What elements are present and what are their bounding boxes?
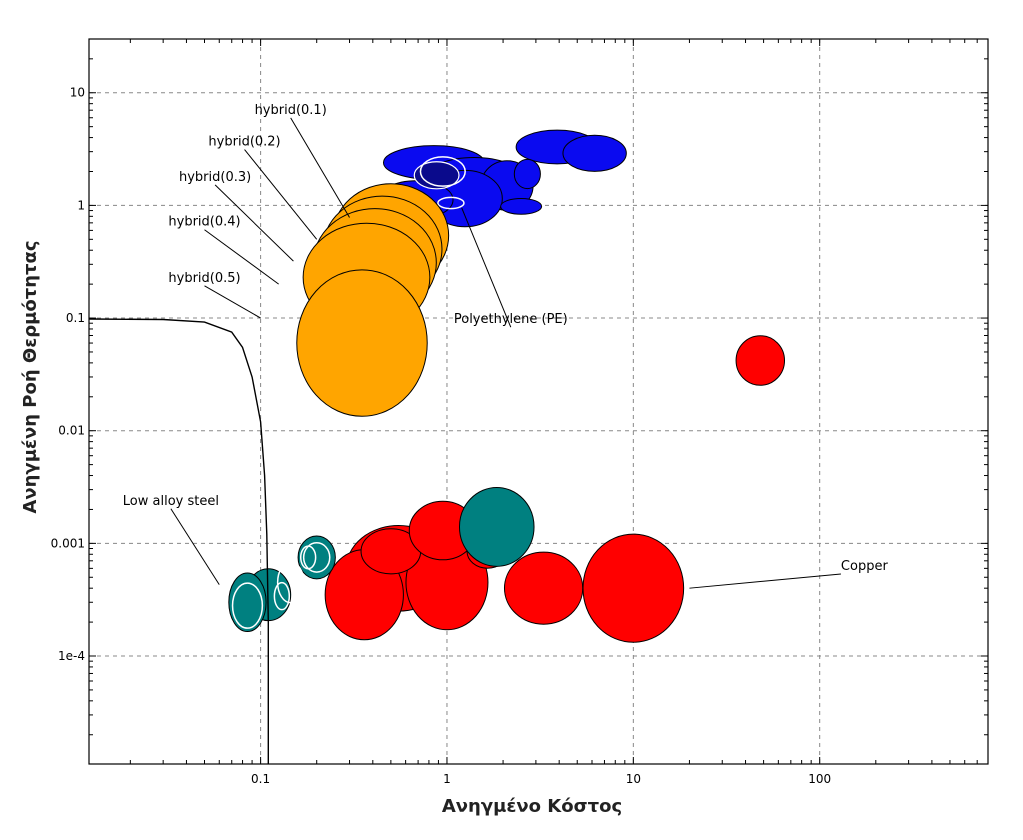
y-axis-title: Ανηγμένη Ροή Θερμότητας [20,240,41,513]
annotation-leader-low-alloy-steel [170,508,220,585]
y-tick-label: 10 [70,86,85,100]
x-tick-label: 10 [626,772,641,786]
low-alloy-steel-bubble-outline [273,581,291,611]
polymers-bubble [500,198,543,215]
x-tick-label: 100 [808,772,831,786]
annotations: hybrid(0.1) hybrid(0.2) hybrid(0.3) hybrid(… [123,103,889,589]
annotation-label-hybrid-0-3: hybrid(0.3) [179,170,251,185]
y-tick-label: 1 [77,198,85,212]
annotation-leader-hybrid-0-3 [214,184,294,262]
annotation-label-hybrid-0-4: hybrid(0.4) [168,215,240,230]
annotation-label-low-alloy-steel: Low alloy steel [123,494,219,509]
annotation-leader-hybrid-0-1 [290,117,350,218]
y-tick-label: 0.001 [51,536,85,550]
metals-bubble [735,335,786,386]
x-axis-title: Ανηγμένο Κόστος [442,796,622,817]
y-tick-label: 1e-4 [58,649,85,663]
hybrids-bubble [296,269,428,417]
annotation-label-hybrid-0-5: hybrid(0.5) [168,271,240,286]
plot-frame [88,38,989,765]
low-alloy-steel-bubble-outline [302,542,331,573]
x-tick-label: 1 [443,772,451,786]
annotation-leader-copper [689,573,841,589]
y-tick-label: 0.01 [58,424,85,438]
y-tick-label: 0.1 [66,311,85,325]
annotation-leader-hybrid-0-4 [204,229,279,285]
low-alloy-steel-bubble-outline [299,545,317,570]
annotation-label-hybrid-0-1: hybrid(0.1) [255,103,327,118]
curve [89,318,269,764]
polymers-bubble-outline [437,196,465,210]
low-alloy-steel-bubble [228,572,267,633]
polymers-bubble [562,134,627,172]
low-alloy-steel-bubble-outline [231,582,264,629]
annotation-label-copper: Copper [841,559,889,574]
polymers-bubble-dark [413,161,460,190]
grid [89,39,988,764]
metals-bubble [582,533,685,643]
annotation-leader-polyethylene-pe [461,207,512,328]
boundary-curve [89,318,269,764]
annotation-leader-hybrid-0-5 [204,285,261,319]
annotation-label-polyethylene-pe: Polyethylene (PE) [454,312,568,327]
low-alloy-steel-bubble-outline [276,561,305,604]
metals-bubble [503,551,584,625]
annotation-label-hybrid-0-2: hybrid(0.2) [208,135,280,150]
bubbles [228,129,786,643]
polymers-bubble [513,158,541,190]
annotation-leader-hybrid-0-2 [244,149,318,240]
x-tick-label: 0.1 [251,772,270,786]
polymers-bubble-outline [419,156,466,187]
ticks: 0.1 1 10 100 1e-4 0.001 0.01 0.1 1 10 [51,38,989,786]
low-alloy-steel-bubble [458,486,535,567]
